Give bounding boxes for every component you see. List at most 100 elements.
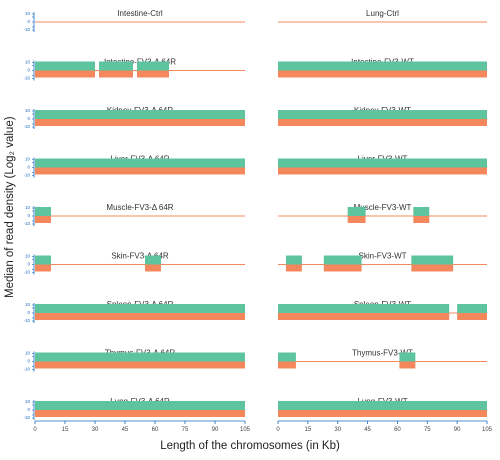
y-tick-label: 0 bbox=[27, 165, 30, 170]
x-tick-label: 45 bbox=[122, 427, 129, 433]
y-tick-label: -10 bbox=[23, 270, 30, 275]
x-tick-label: 60 bbox=[394, 427, 401, 433]
x-tick-label: 0 bbox=[33, 427, 37, 433]
y-tick-label: 0 bbox=[27, 310, 30, 315]
y-tick-label: 0 bbox=[27, 68, 30, 73]
positive-density-bar bbox=[137, 61, 169, 71]
negative-density-bar bbox=[399, 361, 416, 369]
negative-density-bar bbox=[35, 119, 245, 126]
y-tick-label: -10 bbox=[23, 415, 30, 420]
y-tick-label: 10 bbox=[25, 157, 31, 162]
panel-title: Muscle-FV3-WT bbox=[354, 203, 412, 212]
y-tick-label: -10 bbox=[23, 27, 30, 32]
negative-density-bar bbox=[278, 70, 487, 78]
panel: Kidney-FV3-WT bbox=[278, 106, 487, 126]
y-tick-label: -10 bbox=[23, 124, 30, 129]
y-tick-label: 10 bbox=[25, 302, 31, 307]
positive-density-bar bbox=[35, 304, 245, 313]
positive-density-bar bbox=[278, 61, 487, 71]
x-tick-label: 75 bbox=[182, 427, 189, 433]
panel: Skin-FV3-WT bbox=[278, 252, 487, 272]
panel: Intestine-Ctrl 10 0 -10 bbox=[23, 9, 245, 32]
y-tick-label: 0 bbox=[27, 213, 30, 218]
x-tick-label: 105 bbox=[240, 427, 251, 433]
negative-density-bar bbox=[137, 70, 169, 78]
panel-title: Skin-FV3-Δ 64R bbox=[111, 252, 169, 261]
negative-density-bar bbox=[35, 313, 245, 320]
negative-density-bar bbox=[145, 264, 161, 272]
panel: Skin-FV3-Δ 64R 10 0 -10 bbox=[23, 252, 245, 275]
x-tick-label: 60 bbox=[152, 427, 159, 433]
panel: Muscle-FV3-Δ 64R 10 0 -10 bbox=[23, 203, 245, 226]
x-tick-label: 15 bbox=[62, 427, 69, 433]
negative-density-bar bbox=[278, 361, 296, 369]
positive-density-bar bbox=[35, 401, 245, 410]
x-tick-label: 45 bbox=[364, 427, 371, 433]
panel: Liver-FV3-WT bbox=[278, 155, 487, 175]
negative-density-bar bbox=[278, 410, 487, 417]
positive-density-bar bbox=[285, 255, 302, 265]
positive-density-bar bbox=[411, 255, 454, 265]
x-tick-label: 90 bbox=[454, 427, 461, 433]
positive-density-bar bbox=[278, 304, 450, 313]
positive-density-bar bbox=[35, 61, 95, 71]
negative-density-bar bbox=[323, 264, 362, 272]
positive-density-bar bbox=[35, 110, 245, 119]
panel: Lung-Ctrl bbox=[278, 9, 487, 23]
panel: Spleen-FV3-WT bbox=[278, 300, 487, 320]
y-tick-label: -10 bbox=[23, 221, 30, 226]
x-tick-label: 75 bbox=[424, 427, 431, 433]
negative-density-bar bbox=[278, 167, 487, 175]
positive-density-bar bbox=[145, 255, 161, 265]
x-tick-label: 90 bbox=[212, 427, 219, 433]
negative-density-bar bbox=[278, 119, 487, 126]
negative-density-bar bbox=[457, 313, 487, 320]
positive-density-bar bbox=[278, 158, 487, 168]
positive-density-bar bbox=[35, 158, 245, 168]
y-tick-label: -10 bbox=[23, 173, 30, 178]
positive-density-bar bbox=[278, 401, 487, 410]
negative-density-bar bbox=[35, 361, 245, 369]
y-tick-label: 0 bbox=[27, 359, 30, 364]
y-tick-label: 10 bbox=[25, 205, 31, 210]
panel: Thymus-FV3-WT bbox=[278, 349, 487, 369]
positive-density-bar bbox=[35, 207, 51, 216]
panel-title: Skin-FV3-WT bbox=[359, 252, 407, 261]
y-tick-label: 0 bbox=[27, 116, 30, 121]
positive-density-bar bbox=[99, 61, 133, 71]
y-tick-label: 0 bbox=[27, 262, 30, 267]
panel: Muscle-FV3-WT bbox=[278, 203, 487, 223]
negative-density-bar bbox=[35, 264, 51, 272]
panel: Intestine-FV3-WT bbox=[278, 58, 487, 78]
positive-density-bar bbox=[278, 110, 487, 119]
y-tick-label: -10 bbox=[23, 76, 30, 81]
panel-title: Thymus-FV3-WT bbox=[352, 349, 413, 358]
positive-density-bar bbox=[347, 207, 366, 216]
positive-density-bar bbox=[35, 255, 51, 265]
panel: Lung-FV3-WT bbox=[278, 397, 487, 417]
panel-title: Intestine-Ctrl bbox=[117, 9, 163, 18]
negative-density-bar bbox=[35, 167, 245, 175]
y-tick-label: 0 bbox=[27, 19, 30, 24]
positive-density-bar bbox=[35, 352, 245, 362]
negative-density-bar bbox=[347, 216, 366, 223]
y-tick-label: 10 bbox=[25, 399, 31, 404]
x-tick-label: 105 bbox=[482, 427, 493, 433]
y-axis-label: Median of read density (Log₂ value) bbox=[4, 116, 16, 298]
negative-density-bar bbox=[35, 216, 51, 223]
negative-density-bar bbox=[413, 216, 430, 223]
positive-density-bar bbox=[457, 304, 487, 313]
y-tick-label: 10 bbox=[25, 254, 31, 259]
y-tick-label: 10 bbox=[25, 108, 31, 113]
negative-density-bar bbox=[35, 410, 245, 417]
negative-density-bar bbox=[411, 264, 454, 272]
x-tick-label: 0 bbox=[276, 427, 280, 433]
negative-density-bar bbox=[35, 70, 95, 78]
y-tick-label: 0 bbox=[27, 407, 30, 412]
